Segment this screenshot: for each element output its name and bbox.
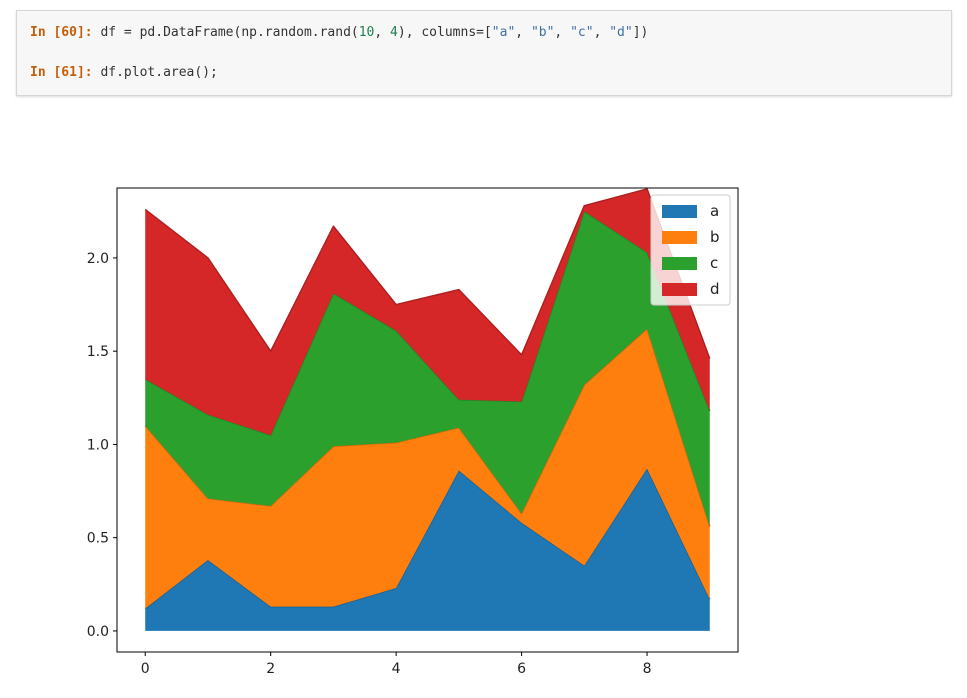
code-line-60[interactable]: In [60]: df = pd.DataFrame(np.random.ran… — [30, 25, 648, 40]
code-token: , — [374, 25, 391, 40]
code-token: , — [515, 25, 531, 40]
y-tick-label: 1.5 — [87, 344, 109, 360]
x-tick-label: 0 — [141, 661, 150, 677]
code-token: , — [593, 25, 610, 40]
code-line-61[interactable]: In [61]: df.plot.area(); — [30, 65, 218, 80]
legend-swatch-b — [662, 231, 697, 244]
cell-prompt: In [61]: — [30, 65, 93, 80]
legend-swatch-c — [662, 257, 697, 270]
code-token: ), columns=[ — [397, 25, 492, 40]
code-token: "b" — [530, 25, 555, 40]
y-tick-label: 2.0 — [87, 251, 109, 267]
code-input-area[interactable]: In [60]: df = pd.DataFrame(np.random.ran… — [16, 10, 952, 96]
chart-axes: 0.0 0.5 1.0 1.5 2.0 0 2 4 6 8 — [87, 187, 739, 677]
x-tick-label: 6 — [517, 661, 526, 677]
legend-label-a: a — [710, 202, 719, 220]
code-token: "a" — [491, 25, 516, 40]
code-token: 4 — [390, 25, 398, 40]
series-area-a — [145, 468, 710, 631]
y-tick-label: 0.5 — [87, 531, 109, 547]
series-line-d — [144, 188, 711, 359]
legend-swatch-d — [662, 283, 697, 296]
code-token: df.plot.area(); — [92, 65, 218, 80]
legend-label-b: b — [710, 228, 720, 246]
series-area-c — [145, 211, 710, 527]
cell-prompt: In [60]: — [30, 25, 93, 40]
code-token: df = pd.DataFrame(np.random.rand( — [92, 25, 359, 40]
x-tick-label: 4 — [392, 661, 401, 677]
code-token: "d" — [609, 25, 633, 40]
series-area-d — [145, 188, 710, 436]
plot-frame — [116, 187, 739, 653]
series-area-b — [145, 328, 710, 609]
code-token: 10 — [358, 25, 375, 40]
code-token: "c" — [570, 25, 594, 40]
chart-areas — [144, 188, 711, 631]
legend-swatch-a — [662, 205, 697, 218]
legend-label-c: c — [710, 254, 718, 272]
y-tick-label: 1.0 — [87, 437, 109, 453]
code-token: ]) — [632, 25, 649, 40]
legend-box — [650, 194, 731, 306]
x-tick-label: 2 — [266, 661, 275, 677]
x-tick-label: 8 — [643, 661, 652, 677]
y-tick-label: 0.0 — [87, 624, 109, 640]
code-token: , — [554, 25, 571, 40]
legend-label-d: d — [710, 280, 720, 298]
